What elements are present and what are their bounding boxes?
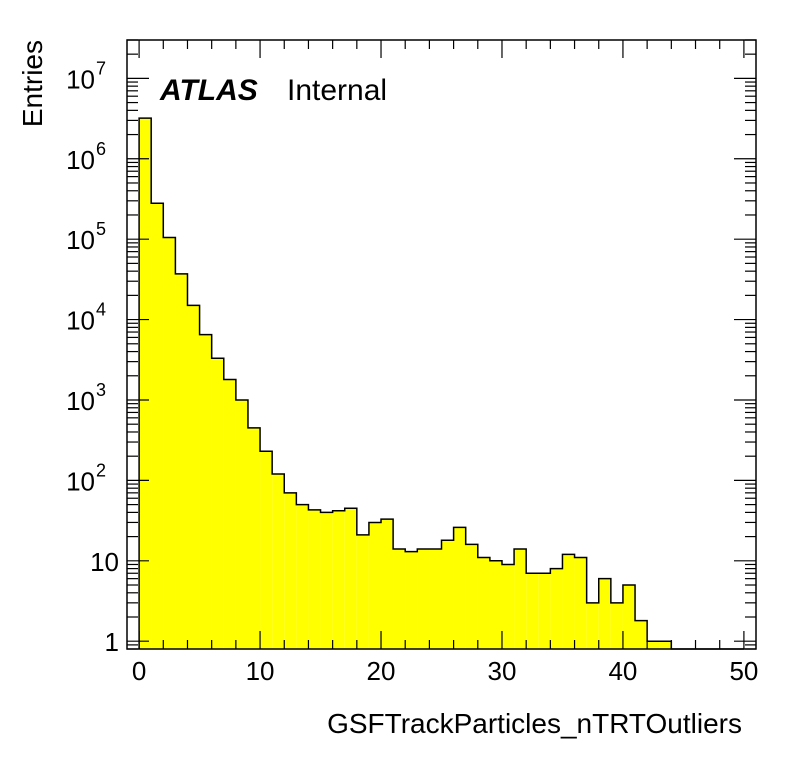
histogram-bar xyxy=(139,118,152,649)
x-axis-ticks xyxy=(138,40,745,649)
histogram-bar xyxy=(441,540,454,649)
histogram-bar xyxy=(501,564,515,649)
x-axis-tick-labels: 0 10 20 30 40 50 xyxy=(132,656,759,686)
histogram-bar xyxy=(417,549,430,649)
y-tick-label: 10 xyxy=(66,306,95,336)
x-tick-label: 10 xyxy=(246,656,275,686)
histogram-bar xyxy=(235,399,248,649)
histogram-bar xyxy=(562,554,575,649)
histogram-bar xyxy=(344,508,357,649)
histogram-bar xyxy=(489,560,502,649)
y-axis-ticks xyxy=(127,39,756,650)
x-tick-label: 20 xyxy=(367,656,396,686)
histogram-bar xyxy=(453,527,466,649)
histogram-bar xyxy=(247,427,261,649)
histogram-bar xyxy=(514,549,527,649)
histogram-bar xyxy=(284,492,297,649)
histogram-bar xyxy=(610,602,623,649)
y-tick-exponent: 5 xyxy=(96,219,106,239)
y-tick-label: 10 xyxy=(66,386,95,416)
x-tick-label: 50 xyxy=(729,656,758,686)
histogram-bar xyxy=(296,504,309,649)
y-tick-label: 10 xyxy=(66,225,95,255)
plot-frame xyxy=(126,39,757,650)
x-axis-title: GSFTrackParticles_nTRTOutliers xyxy=(327,708,742,739)
histogram-bar xyxy=(260,451,273,649)
atlas-label: ATLAS xyxy=(159,74,258,107)
histogram-bar xyxy=(526,573,539,649)
histogram-bar xyxy=(175,273,188,649)
status-label: Internal xyxy=(287,74,387,107)
histogram-outline xyxy=(138,117,744,650)
histogram-bar xyxy=(332,510,345,649)
y-tick-label: 10 xyxy=(66,466,95,496)
y-tick-label: 1 xyxy=(105,627,119,657)
histogram-bar xyxy=(211,358,224,649)
histogram-bar xyxy=(320,512,333,649)
histogram-bar xyxy=(199,334,212,649)
y-axis-title: Entries xyxy=(17,40,48,127)
histogram-bar xyxy=(223,379,236,649)
x-tick-label: 30 xyxy=(488,656,517,686)
x-tick-label: 40 xyxy=(608,656,637,686)
histogram-bar xyxy=(477,557,490,649)
histogram-bars xyxy=(139,118,672,650)
histogram-bar xyxy=(163,237,176,649)
histogram-bar xyxy=(272,474,285,649)
histogram-bar xyxy=(308,509,321,649)
histogram-bar xyxy=(622,585,636,649)
x-tick-label: 0 xyxy=(132,656,146,686)
histogram-bar xyxy=(151,203,164,650)
y-tick-exponent: 4 xyxy=(96,300,106,320)
y-tick-label: 10 xyxy=(66,145,95,175)
histogram-bar xyxy=(381,519,394,649)
histogram-bar xyxy=(356,534,369,649)
histogram-bar xyxy=(465,544,478,649)
histogram-bar xyxy=(368,522,382,649)
y-tick-label: 10 xyxy=(66,64,95,94)
histogram-bar xyxy=(550,568,563,649)
histogram-bar xyxy=(187,305,200,649)
histogram-bar xyxy=(598,578,611,649)
histogram-bar xyxy=(429,549,442,649)
histogram-bar xyxy=(659,641,672,649)
y-tick-exponent: 3 xyxy=(96,380,106,400)
y-tick-exponent: 6 xyxy=(96,139,106,159)
histogram-bar xyxy=(393,549,406,649)
y-tick-exponent: 2 xyxy=(96,460,106,480)
histogram-bar xyxy=(405,551,418,649)
histogram-bar xyxy=(538,573,551,649)
y-tick-label: 10 xyxy=(90,547,119,577)
histogram-bar xyxy=(574,557,587,649)
y-tick-exponent: 7 xyxy=(96,58,106,78)
histogram-bar xyxy=(647,641,660,649)
histogram-bar xyxy=(586,602,599,649)
histogram-bar xyxy=(635,620,648,649)
